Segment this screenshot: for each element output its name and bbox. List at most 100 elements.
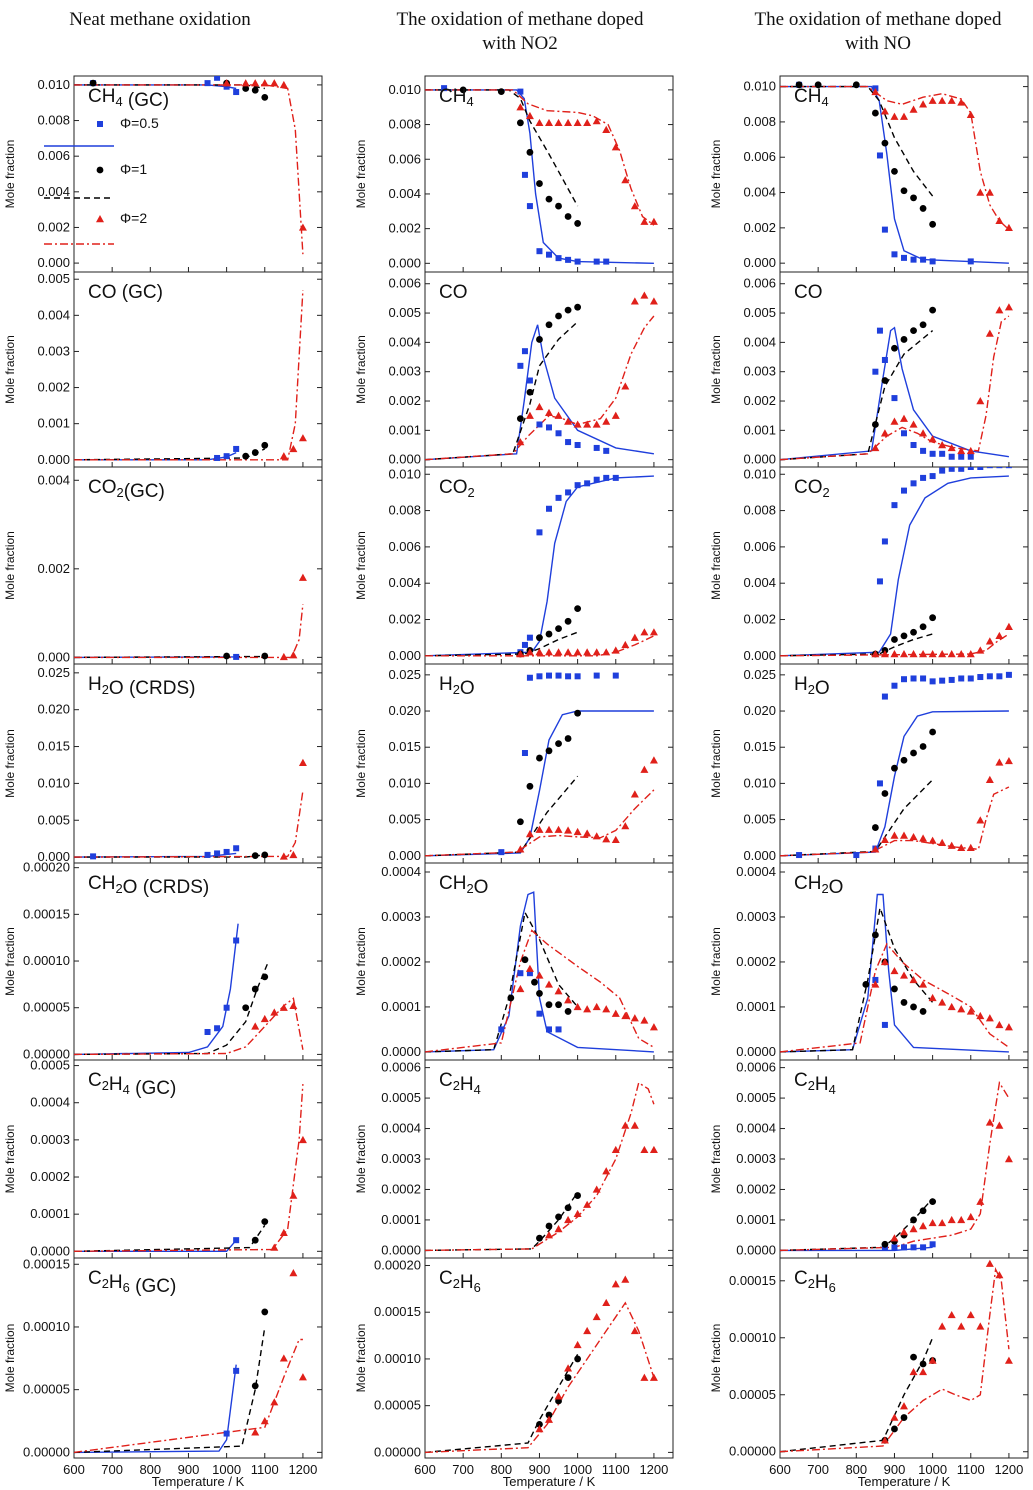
- model-line-triangle: [425, 1081, 655, 1252]
- y-tick-label: 0.0001: [381, 999, 421, 1014]
- data-point-square: [546, 1026, 552, 1033]
- data-point-circle: [536, 1234, 543, 1242]
- data-point-square: [967, 258, 974, 265]
- y-tick-label: 0.015: [388, 739, 421, 754]
- data-point-square: [967, 675, 974, 682]
- x-axis-label: Temperature / K: [152, 1474, 245, 1489]
- data-point-circle: [929, 306, 937, 314]
- data-point-circle: [223, 652, 231, 660]
- data-point-triangle: [592, 1185, 601, 1193]
- data-point-circle: [261, 93, 269, 101]
- data-point-circle: [929, 220, 937, 228]
- data-point-circle: [251, 852, 259, 860]
- data-point-triangle: [947, 1002, 956, 1011]
- data-point-square: [901, 430, 907, 437]
- data-point-triangle: [251, 1022, 260, 1030]
- y-tick-label: 0.010: [388, 775, 421, 790]
- y-tick-label: 0.00005: [23, 1000, 70, 1015]
- data-point-circle: [891, 985, 898, 993]
- data-point-triangle: [602, 648, 611, 656]
- data-point-triangle: [947, 96, 956, 104]
- model-line-triangle: [780, 1267, 1010, 1453]
- data-point-triangle: [535, 648, 544, 656]
- model-line-circle: [780, 633, 933, 657]
- y-tick-label: 0.00005: [23, 1382, 70, 1397]
- data-point-circle: [871, 931, 879, 939]
- data-point-square: [233, 445, 240, 452]
- y-tick-label: 0.008: [743, 114, 776, 129]
- data-point-triangle: [957, 1215, 966, 1224]
- y-tick-label: 0.005: [388, 305, 421, 320]
- panel-2-5: 0.0000 0.0001 0.0002 0.0003 0.0004 0.0005 0.00…: [709, 1059, 1029, 1259]
- x-tick-label: 600: [414, 1462, 436, 1477]
- data-point-square: [881, 226, 888, 233]
- data-point-triangle: [564, 1215, 573, 1224]
- model-line-triangle: [780, 786, 1010, 857]
- y-axis-label: Mole fraction: [354, 140, 368, 209]
- x-tick-label: 800: [490, 1462, 512, 1477]
- data-point-square: [948, 676, 955, 683]
- data-point-square: [574, 482, 581, 489]
- data-point-square: [536, 248, 543, 255]
- panel-frame: [779, 1257, 1029, 1459]
- data-point-square: [891, 251, 898, 258]
- data-point-triangle: [1004, 303, 1013, 311]
- data-point-circle: [910, 1216, 917, 1224]
- data-point-square: [929, 1241, 936, 1248]
- species-label: CH4: [439, 86, 474, 109]
- panel-0-0: 0.000 0.002 0.004 0.006 0.008 0.010 Mole fract…: [3, 75, 323, 273]
- model-line-triangle: [74, 790, 304, 858]
- y-axis-label: Mole fraction: [709, 140, 723, 209]
- data-point-square: [214, 76, 221, 81]
- data-point-square: [521, 171, 528, 178]
- y-axis-label: Mole fraction: [3, 927, 17, 996]
- y-tick-label: 0.0001: [736, 1212, 776, 1227]
- model-line-square: [425, 89, 654, 264]
- data-point-circle: [536, 754, 543, 762]
- data-point-triangle: [621, 382, 630, 390]
- data-point-circle: [545, 195, 553, 203]
- y-tick-label: 0.004: [37, 307, 70, 322]
- data-point-square: [204, 851, 211, 858]
- data-point-square: [910, 1244, 917, 1251]
- x-axis-label: Temperature / K: [503, 1474, 596, 1489]
- y-tick-label: 0.003: [37, 343, 70, 358]
- data-point-triangle: [947, 1215, 956, 1224]
- data-point-square: [546, 251, 552, 258]
- data-point-triangle: [890, 966, 899, 975]
- y-tick-label: 0.0000: [736, 1044, 776, 1059]
- data-point-triangle: [957, 650, 966, 658]
- y-tick-label: 0.006: [388, 539, 421, 554]
- data-point-circle: [261, 1308, 269, 1316]
- data-point-triangle: [957, 98, 966, 106]
- data-point-square: [584, 480, 591, 487]
- data-point-circle: [545, 1001, 553, 1009]
- data-point-triangle: [909, 832, 918, 841]
- data-point-triangle: [957, 446, 966, 455]
- y-axis-label: Mole fraction: [709, 531, 723, 600]
- data-point-circle: [261, 652, 269, 660]
- data-point-triangle: [919, 429, 928, 437]
- data-point-triangle: [583, 420, 592, 428]
- data-point-triangle: [985, 188, 994, 196]
- plot-area: [425, 291, 658, 461]
- data-point-circle: [531, 978, 538, 986]
- y-tick-label: 0.002: [388, 612, 421, 627]
- data-point-triangle: [525, 111, 534, 120]
- data-point-triangle: [880, 1436, 889, 1444]
- model-line-circle: [425, 1192, 579, 1252]
- y-tick-label: 0.00005: [729, 1387, 776, 1402]
- y-tick-label: 0.00015: [729, 1273, 776, 1288]
- data-point-square: [929, 450, 936, 457]
- data-point-square: [891, 1244, 898, 1251]
- column-title-no: The oxidation of methane doped with NO: [718, 8, 1033, 56]
- data-point-circle: [536, 634, 543, 642]
- panel-1-6: 0.00000 0.00005 0.00010 0.00015 0.00020 600 70…: [354, 1257, 674, 1489]
- data-point-triangle: [985, 1118, 994, 1126]
- data-point-square: [929, 258, 936, 265]
- y-axis-label: Mole fraction: [3, 531, 17, 600]
- data-point-circle: [251, 1236, 259, 1244]
- data-point-triangle: [621, 1275, 630, 1283]
- data-point-triangle: [611, 411, 620, 419]
- model-line-circle: [780, 1198, 934, 1252]
